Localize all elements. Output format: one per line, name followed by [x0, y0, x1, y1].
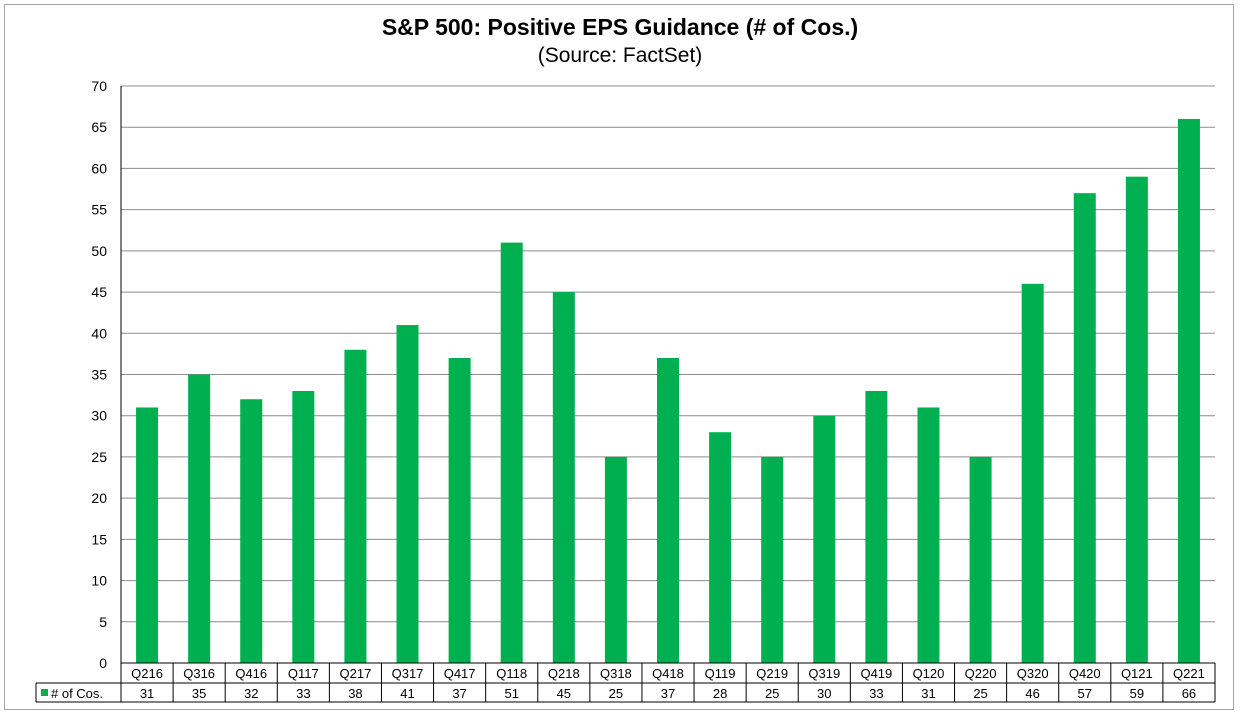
y-tick-label: 70 [91, 78, 107, 94]
x-tick-label: Q217 [340, 666, 372, 681]
data-label: 33 [296, 686, 310, 701]
y-tick-label: 45 [91, 284, 107, 300]
bar [1021, 283, 1044, 663]
y-tick-label: 25 [91, 449, 107, 465]
data-label: 37 [452, 686, 466, 701]
x-tick-label: Q318 [600, 666, 632, 681]
data-label: 57 [1078, 686, 1092, 701]
data-label: 30 [817, 686, 831, 701]
y-axis-ticks: 0 5 10 15 20 25 30 35 40 45 50 55 60 65 70 [91, 78, 107, 671]
x-tick-label: Q320 [1017, 666, 1049, 681]
bar [657, 358, 679, 663]
data-label: 51 [504, 686, 518, 701]
x-tick-label: Q117 [288, 666, 319, 681]
bar [865, 390, 888, 663]
x-tick-label: Q316 [183, 666, 215, 681]
bar [1125, 176, 1148, 663]
data-label: 32 [244, 686, 258, 701]
bar [552, 292, 575, 663]
x-tick-label: Q216 [131, 666, 163, 681]
y-tick-label: 15 [91, 531, 107, 547]
data-label: 25 [609, 686, 623, 701]
bar [448, 358, 471, 663]
data-label: 35 [192, 686, 206, 701]
bar [969, 456, 992, 663]
x-tick-label: Q219 [756, 666, 788, 681]
y-tick-label: 0 [99, 655, 107, 671]
data-label: 45 [557, 686, 571, 701]
data-label: 33 [869, 686, 883, 701]
data-label: 59 [1130, 686, 1144, 701]
data-table: Q216 31 Q316 35 Q416 32 Q117 33 Q217 38 Q317 41 Q417… [35, 662, 1216, 703]
bar [761, 456, 784, 663]
x-tick-label: Q118 [496, 666, 527, 681]
bar [709, 432, 732, 663]
y-tick-label: 60 [91, 160, 107, 176]
data-label: 66 [1182, 686, 1196, 701]
x-tick-label: Q417 [444, 666, 476, 681]
data-label: 41 [400, 686, 414, 701]
y-tick-label: 55 [91, 202, 107, 218]
x-tick-label: Q319 [808, 666, 840, 681]
data-label: 25 [765, 686, 779, 701]
y-tick-label: 5 [99, 614, 107, 630]
y-tick-label: 40 [91, 325, 107, 341]
data-label: 31 [140, 686, 154, 701]
bar [1177, 118, 1200, 663]
chart-title: S&P 500: Positive EPS Guidance (# of Cos… [381, 14, 859, 40]
y-tick-label: 30 [91, 408, 107, 424]
data-label: 38 [348, 686, 362, 701]
legend-label: # of Cos. [51, 686, 103, 701]
x-tick-label: Q416 [235, 666, 267, 681]
y-tick-label: 10 [91, 573, 107, 589]
data-label: 28 [713, 686, 727, 701]
data-label: 31 [921, 686, 935, 701]
data-label: 37 [661, 686, 675, 701]
bar [500, 242, 523, 663]
data-label: 25 [973, 686, 987, 701]
x-tick-label: Q221 [1173, 666, 1205, 681]
x-tick-label: Q419 [860, 666, 892, 681]
y-tick-label: 65 [91, 119, 107, 135]
bar [344, 349, 367, 663]
x-tick-label: Q218 [548, 666, 580, 681]
bar [813, 415, 836, 663]
bar [1073, 193, 1096, 663]
y-tick-label: 20 [91, 490, 107, 506]
x-tick-label: Q220 [965, 666, 997, 681]
bar [396, 325, 419, 663]
x-tick-label: Q420 [1069, 666, 1101, 681]
y-tick-label: 50 [91, 243, 107, 259]
x-tick-label: Q317 [392, 666, 424, 681]
x-tick-label: Q119 [705, 666, 736, 681]
bar [136, 407, 159, 663]
bar [604, 456, 627, 663]
bars [136, 118, 1200, 663]
x-tick-label: Q120 [913, 666, 945, 681]
bar [292, 390, 315, 663]
bar [240, 399, 263, 663]
x-tick-label: Q418 [652, 666, 684, 681]
chart-subtitle: (Source: FactSet) [537, 44, 703, 67]
data-label: 46 [1025, 686, 1039, 701]
x-tick-label: Q121 [1121, 666, 1153, 681]
legend-swatch [41, 689, 48, 696]
bar [917, 407, 940, 663]
y-tick-label: 35 [91, 367, 107, 383]
bar [188, 374, 211, 663]
